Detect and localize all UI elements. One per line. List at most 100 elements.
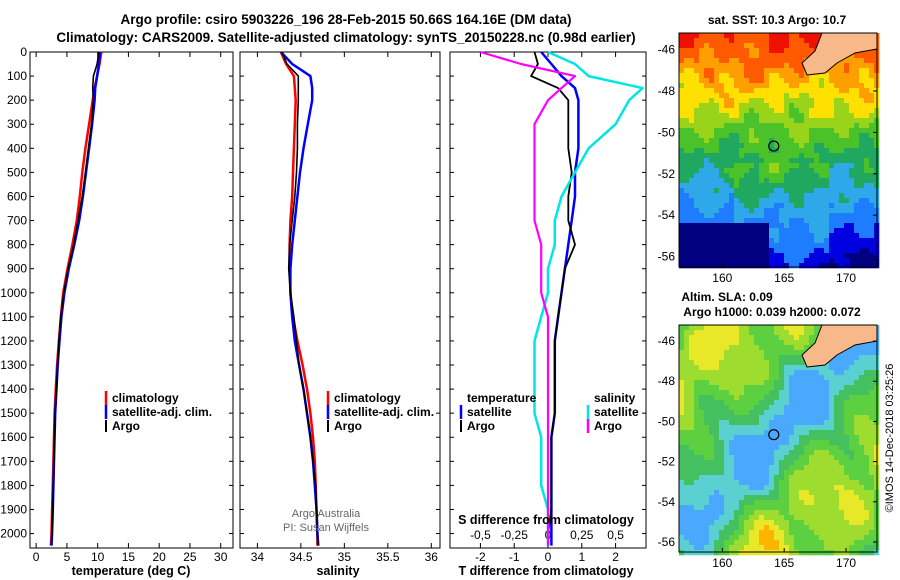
map-cell	[794, 173, 800, 179]
map-cell	[839, 540, 845, 546]
map-cell	[724, 365, 730, 371]
map-cell	[834, 88, 840, 94]
map-cell	[724, 440, 730, 446]
map-cell	[849, 128, 855, 134]
map-cell	[764, 435, 770, 441]
map-cell	[864, 500, 870, 506]
map-cell	[784, 203, 790, 209]
map-cell	[719, 108, 725, 114]
map-cell	[779, 475, 785, 481]
map-cell	[844, 198, 850, 204]
map-cell	[844, 113, 850, 119]
map-cell	[834, 143, 840, 149]
map-cell	[694, 470, 700, 476]
map-cell	[824, 118, 830, 124]
map-cell	[769, 335, 775, 341]
map-cell	[759, 193, 765, 199]
map-cell	[679, 148, 685, 154]
map-cell	[679, 355, 685, 361]
map-cell	[714, 153, 720, 159]
map-cell	[689, 480, 695, 486]
map-cell	[739, 405, 745, 411]
map-cell	[819, 103, 825, 109]
map-cell	[754, 455, 760, 461]
map-cell	[724, 118, 730, 124]
map-cell	[734, 173, 740, 179]
map-cell	[764, 515, 770, 521]
map-cell	[769, 68, 775, 74]
map-cell	[849, 103, 855, 109]
map-cell	[854, 425, 860, 431]
map-cell	[819, 203, 825, 209]
depth-tick-label: 1800	[0, 478, 27, 492]
map-cell	[769, 253, 775, 259]
map-cell	[819, 445, 825, 451]
map-cell	[684, 253, 690, 259]
map-cell	[789, 450, 795, 456]
sla-map-title-2: Argo h1000: 0.039 h2000: 0.072	[683, 305, 861, 319]
map-cell	[699, 515, 705, 521]
map-cell	[749, 550, 755, 556]
map-cell	[794, 545, 800, 551]
map-cell	[814, 425, 820, 431]
map-cell	[789, 525, 795, 531]
map-cell	[769, 405, 775, 411]
map-cell	[844, 450, 850, 456]
map-cell	[694, 148, 700, 154]
map-cell	[769, 183, 775, 189]
map-cell	[804, 263, 810, 269]
map-cell	[814, 545, 820, 551]
map-cell	[829, 163, 835, 169]
map-cell	[679, 515, 685, 521]
map-cell	[699, 495, 705, 501]
map-cell	[864, 248, 870, 254]
map-cell	[829, 88, 835, 94]
map-cell	[719, 510, 725, 516]
map-cell	[709, 203, 715, 209]
map-cell	[824, 178, 830, 184]
map-cell	[709, 263, 715, 269]
map-cell	[694, 430, 700, 436]
map-cell	[699, 465, 705, 471]
map-cell	[719, 253, 725, 259]
legend-climatology: climatology	[112, 391, 179, 405]
map-cell	[779, 143, 785, 149]
map-cell	[814, 93, 820, 99]
map-cell	[834, 450, 840, 456]
map-cell	[829, 505, 835, 511]
map-cell	[749, 435, 755, 441]
map-cell	[704, 188, 710, 194]
map-cell	[834, 113, 840, 119]
map-cell	[869, 435, 875, 441]
map-cell	[849, 385, 855, 391]
map-cell	[679, 430, 685, 436]
map-cell	[864, 365, 870, 371]
map-cell	[774, 520, 780, 526]
map-cell	[749, 520, 755, 526]
map-cell	[794, 330, 800, 336]
map-cell	[754, 335, 760, 341]
temperature-xticks: 0 5 10 15 20 25 30	[30, 51, 233, 564]
map-cell	[759, 118, 765, 124]
map-cell	[809, 233, 815, 239]
map-cell	[834, 128, 840, 134]
map-cell	[759, 78, 765, 84]
map-cell	[739, 520, 745, 526]
map-cell	[839, 365, 845, 371]
map-cell	[779, 525, 785, 531]
map-cell	[724, 133, 730, 139]
map-cell	[819, 540, 825, 546]
map-cell	[734, 38, 740, 44]
map-cell	[734, 435, 740, 441]
map-cell	[764, 113, 770, 119]
map-cell	[724, 490, 730, 496]
map-cell	[784, 475, 790, 481]
map-cell	[744, 248, 750, 254]
map-cell	[789, 148, 795, 154]
map-cell	[684, 208, 690, 214]
map-cell	[844, 163, 850, 169]
map-cell	[799, 248, 805, 254]
map-cell	[809, 325, 815, 331]
map-cell	[804, 365, 810, 371]
map-cell	[809, 148, 815, 154]
